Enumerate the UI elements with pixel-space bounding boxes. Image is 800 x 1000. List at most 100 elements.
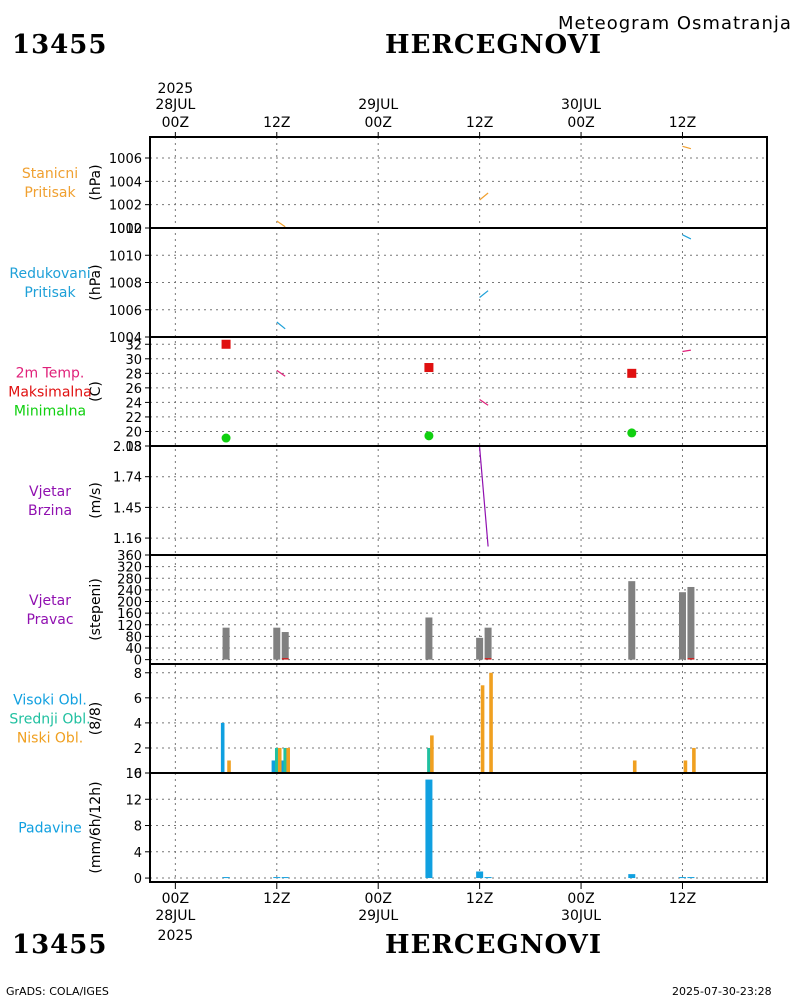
clouds-bar-niski-obl- [489, 672, 493, 773]
precipitation-bar [222, 877, 230, 879]
wind_speed-ytick-label: 1.16 [113, 532, 142, 547]
precipitation-bar [476, 871, 484, 879]
bottom-date-label: 30JUL [561, 908, 601, 924]
temperature-line-segment [682, 349, 691, 353]
bottom-hour-label: 00Z [162, 891, 189, 907]
precipitation-ytick-label: 8 [134, 820, 142, 835]
wind_direction-ytick-label: 40 [125, 642, 142, 657]
station_pressure-side-label: Pritisak [24, 185, 76, 201]
clouds-bar-visoki-obl- [271, 760, 276, 773]
wind_direction-ytick-label: 0 [134, 654, 142, 669]
wind_direction-bar [222, 627, 230, 660]
temperature-ytick-label: 20 [125, 425, 142, 440]
wind_direction-axis-label: (stepeni) [88, 578, 104, 641]
temperature-axis-label: (C) [88, 381, 104, 402]
bottom-date-label: 29JUL [358, 908, 398, 924]
reduced_pressure-ytick-label: 1006 [109, 304, 142, 319]
wind_direction-bar [425, 617, 433, 660]
clouds-bar-niski-obl- [277, 747, 282, 773]
clouds-side-label: Niski Obl. [17, 731, 83, 747]
clouds-bar-niski-obl- [683, 760, 688, 773]
top-hour-label: 12Z [669, 115, 696, 131]
station-id-top: 13455 [12, 30, 108, 60]
top-hour-label: 12Z [263, 115, 290, 131]
temperature-ytick-label: 26 [125, 382, 142, 397]
wind_speed-ytick-label: 2.03 [113, 440, 142, 455]
clouds-bar-srednji-obl- [427, 747, 431, 773]
clouds-ytick-label: 2 [134, 742, 142, 757]
station_pressure-axis-label: (hPa) [88, 164, 104, 200]
station_pressure-line-segment [479, 192, 489, 201]
clouds-panel-frame [149, 663, 768, 774]
temperature-ytick-label: 30 [125, 353, 142, 368]
precipitation-bar [273, 877, 281, 879]
precipitation-ytick-label: 16 [125, 767, 142, 782]
clouds-bar-visoki-obl- [280, 760, 284, 773]
wind_direction-ytick-label: 160 [117, 607, 142, 622]
station_pressure-line-segment [682, 145, 692, 150]
clouds-axis-label: (8/8) [88, 702, 104, 735]
wind_speed-ytick-label: 1.45 [113, 501, 142, 516]
timestamp-text: 2025-07-30-23:28 [672, 985, 772, 998]
precipitation-bar [281, 877, 289, 879]
temperature-side-label: Maksimalna [8, 385, 92, 401]
wind_speed-line-segment [479, 447, 489, 547]
top-hour-label: 00Z [162, 115, 189, 131]
station_pressure-line-segment [276, 220, 286, 228]
temperature-line-segment [276, 369, 286, 377]
reduced_pressure-ytick-label: 1010 [109, 249, 142, 264]
wind_speed-panel-frame [149, 445, 768, 556]
clouds-bar-niski-obl- [632, 760, 637, 773]
reduced_pressure-ytick-label: 1008 [109, 277, 142, 292]
bottom-hour-label: 12Z [669, 891, 696, 907]
precipitation-axis-label: (mm/6h/12h) [88, 781, 104, 873]
temperature-ytick-label: 24 [125, 396, 142, 411]
wind_direction-ytick-label: 120 [117, 619, 142, 634]
wind_speed-side-label: Brzina [28, 503, 72, 519]
precipitation-bar [678, 877, 686, 879]
wind_direction-bar [476, 637, 484, 660]
top-date-label: 30JUL [561, 97, 601, 113]
precipitation-ytick-label: 12 [125, 793, 142, 808]
temperature-ytick-label: 22 [125, 411, 142, 426]
wind_direction-side-label: Vjetar [29, 593, 71, 609]
clouds-bar-niski-obl- [480, 685, 485, 773]
precipitation-bar [687, 877, 695, 879]
reduced_pressure-line-segment [682, 234, 692, 240]
credit-text: GrADS: COLA/IGES [6, 985, 109, 998]
wind_direction-ytick-label: 80 [125, 630, 142, 645]
precipitation-bar [628, 874, 636, 879]
top-date-label: 28JUL [155, 97, 195, 113]
station_pressure-ytick-label: 1002 [109, 199, 142, 214]
reduced_pressure-ytick-label: 1004 [109, 331, 142, 346]
wind_direction-bar [484, 627, 492, 660]
clouds-ytick-label: 0 [134, 767, 142, 782]
station_pressure-panel-frame [149, 136, 768, 229]
temperature-side-label: 2m Temp. [16, 366, 85, 382]
top-year-label: 2025 [158, 81, 194, 97]
reduced_pressure-line-segment [479, 290, 489, 298]
precipitation-bar [484, 877, 492, 879]
bottom-hour-label: 12Z [263, 891, 290, 907]
wind_direction-ytick-label: 360 [117, 549, 142, 564]
bottom-date-label: 28JUL [155, 908, 195, 924]
temperature-ytick-label: 18 [125, 440, 142, 455]
clouds-bar-niski-obl- [227, 760, 231, 773]
wind_direction-bar [273, 627, 281, 660]
clouds-bar-srednji-obl- [283, 747, 288, 773]
temperature-max-marker [424, 363, 434, 373]
temperature-side-label: Minimalna [14, 404, 86, 420]
reduced_pressure-axis-label: (hPa) [88, 264, 104, 300]
clouds-bar-visoki-obl- [220, 722, 225, 773]
wind_direction-bar [678, 592, 686, 660]
bottom-hour-label: 00Z [365, 891, 392, 907]
reduced_pressure-panel-frame [149, 227, 768, 338]
wind_direction-bar [281, 632, 289, 660]
clouds-ytick-label: 4 [134, 717, 142, 732]
wind_direction-panel-frame [149, 554, 768, 665]
top-date-label: 29JUL [358, 97, 398, 113]
precipitation-ytick-label: 4 [134, 846, 142, 861]
station_pressure-ytick-label: 1006 [109, 152, 142, 167]
bottom-hour-label: 12Z [466, 891, 493, 907]
